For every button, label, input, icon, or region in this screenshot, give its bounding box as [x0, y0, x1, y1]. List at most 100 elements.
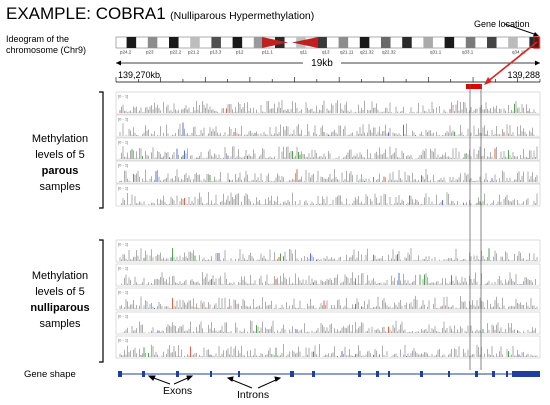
ideogram-band-label: p21.2 [188, 50, 200, 55]
ideogram-band [423, 37, 433, 48]
track-frame [115, 114, 541, 138]
gene-shape-label: Gene shape [24, 369, 76, 380]
exon-block [210, 371, 212, 377]
figure-title: EXAMPLE: COBRA1 (Nulliparous Hypermethyl… [6, 4, 314, 24]
exon-block [388, 371, 390, 377]
ideogram-label: Ideogram of the chromosome (Chr9) [6, 34, 86, 56]
ideogram-band-label: q21.32 [360, 50, 374, 55]
intron-arrowhead-1 [226, 376, 234, 382]
ideogram-band [317, 37, 327, 48]
methylation-track: [0 - 1] [115, 287, 541, 311]
track-frame [115, 137, 541, 161]
gene-location-label: Gene location [474, 19, 530, 29]
track-frame [115, 335, 541, 359]
nulliparous-label-line1: Methylation [31, 270, 89, 282]
exon-block [312, 371, 315, 377]
track-scale-label: [0 - 1] [118, 186, 128, 191]
exon-block [448, 371, 450, 377]
methylation-track: [0 - 1] [115, 239, 541, 263]
track-scale-label: [0 - 1] [118, 94, 128, 99]
track-scale-label: [0 - 1] [118, 314, 128, 319]
parous-label-line1: Methylation [31, 133, 89, 145]
ideogram-band [147, 37, 158, 48]
annotation-arrows [147, 375, 282, 389]
centromere-right [292, 37, 318, 48]
title-sub: (Nulliparous Hypermethylation) [170, 10, 315, 22]
location-arrowhead-black [533, 32, 539, 37]
exon-block [420, 371, 423, 377]
track-scale-label: [0 - 1] [118, 163, 128, 168]
ideogram-band [338, 37, 349, 48]
right-coordinate: 139,288 [507, 70, 540, 80]
intron-arrowhead-2 [274, 376, 282, 382]
ideogram-band [253, 37, 264, 48]
ideogram-band [487, 37, 497, 48]
methylation-track: [0 - 1] [115, 263, 541, 287]
title-main: EXAMPLE: COBRA1 [6, 4, 166, 23]
centromere-left [262, 37, 288, 48]
gene-location-arrows [484, 23, 539, 85]
ideogram-band [211, 37, 221, 48]
exon-block [358, 371, 361, 377]
track-frame [115, 91, 541, 115]
ideogram-band-label: q11 [300, 50, 308, 55]
nulliparous-label-line4: samples [39, 318, 81, 330]
exon-block [512, 371, 540, 377]
methylation-track: [0 - 1] [115, 114, 541, 138]
ideogram-band [359, 37, 370, 48]
ideogram-band-label: q31.1 [430, 50, 442, 55]
ideogram-band-label: p12 [236, 50, 244, 55]
ruler: 19kb 139,270kb 139,288 [115, 56, 541, 89]
bracket-parous [99, 91, 104, 209]
methylation-track: [0 - 1] [115, 160, 541, 184]
ideogram-label-line1: Ideogram of the [6, 34, 70, 44]
nulliparous-label-bold: nulliparous [30, 302, 90, 314]
track-frame [115, 160, 541, 184]
track-scale-label: [0 - 1] [118, 266, 128, 271]
track-scale-label: [0 - 1] [118, 290, 128, 295]
gene-location-box [533, 36, 540, 49]
ideogram-band-label: q33.1 [462, 50, 474, 55]
intron-arrow-1 [229, 378, 253, 389]
ideogram-band-label: q21.11 [340, 50, 354, 55]
ideogram-band-label: q13 [322, 50, 330, 55]
ideogram-band [232, 37, 243, 48]
exon-block [376, 371, 379, 377]
ideogram-band [169, 37, 179, 48]
ideogram-band [126, 37, 137, 48]
nulliparous-group-label: Methylation levels of 5 nulliparous samp… [20, 268, 100, 332]
ideogram-label-line2: chromosome (Chr9) [6, 45, 87, 55]
exon-block [475, 371, 478, 377]
bracket-nulliparous [99, 239, 104, 363]
track-scale-label: [0 - 1] [118, 140, 128, 145]
span-label: 19kb [311, 58, 333, 69]
track-frame [115, 183, 541, 207]
ideogram-band-label: p11.1 [262, 50, 273, 55]
location-arrow-red [486, 41, 538, 83]
methylation-track: [0 - 1] [115, 91, 541, 115]
exons-label: Exons [163, 385, 193, 397]
parous-label-line2: levels of 5 [35, 149, 85, 161]
span-arrow-left [116, 60, 121, 66]
exon-block [142, 371, 145, 377]
group-brackets [99, 91, 104, 363]
ideogram-band [444, 37, 455, 48]
exon-block [506, 371, 508, 377]
span-label-bg [303, 56, 341, 68]
exon-arrowhead-2 [186, 375, 194, 381]
span-arrow-right [535, 60, 540, 66]
ideogram-band-label: q22.32 [382, 50, 396, 55]
chromosome-ideogram: p24.2 p23 p22.2 p21.2 p13.3 p12 p11.1 q11 q13 q21… [115, 36, 541, 55]
parous-group-label: Methylation levels of 5 parous samples [20, 131, 100, 195]
ideogram-band-label: p23 [146, 50, 154, 55]
ideogram-band [508, 37, 518, 48]
exon-block [118, 371, 122, 377]
intron-arrow-2 [257, 378, 279, 389]
exon-block [238, 371, 240, 377]
gene-shape-track [118, 371, 540, 377]
methylation-track: [0 - 1] [115, 311, 541, 335]
track-scale-label: [0 - 1] [118, 117, 128, 122]
exon-block [290, 371, 294, 377]
methylation-track: [0 - 1] [115, 183, 541, 207]
